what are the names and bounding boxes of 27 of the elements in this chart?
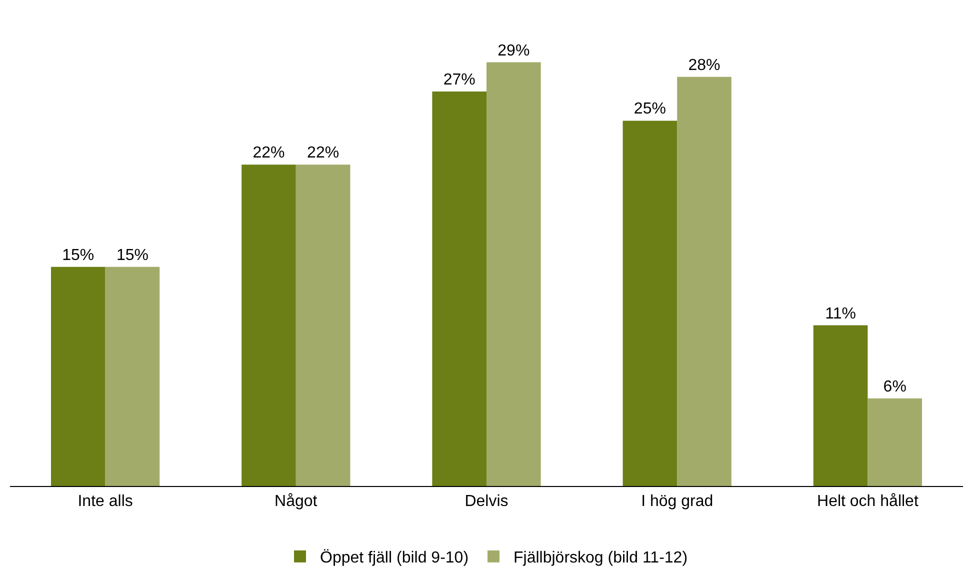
bar [296,164,350,486]
data-label: 27% [443,72,476,89]
data-label: 22% [307,144,340,162]
x-tick-label: Helt och hållet [817,493,919,510]
legend-label: Öppet fjäll (bild 9-10) [320,548,469,567]
x-tick-label: I hög grad [641,493,714,510]
x-tick-label: Något [274,493,318,510]
data-label: 15% [62,246,94,264]
bar [622,120,678,486]
data-label: 29% [498,42,530,60]
data-label: 22% [252,144,285,162]
bar [50,266,106,486]
data-label: 11% [825,305,856,322]
data-label: 15% [116,246,148,264]
legend-label: Fjällbjörskog (bild 11-12) [514,550,688,567]
x-tick-label: Inte alls [78,493,133,510]
x-tick-label: Delvis [464,493,508,510]
data-label: 28% [688,56,720,74]
bar [486,62,541,486]
bar [242,164,296,486]
bar [677,76,732,486]
data-label: 6% [883,378,906,396]
bar [105,266,160,486]
bar [868,398,922,486]
bar [432,92,486,486]
data-label: 25% [634,100,666,118]
bar [813,325,868,486]
